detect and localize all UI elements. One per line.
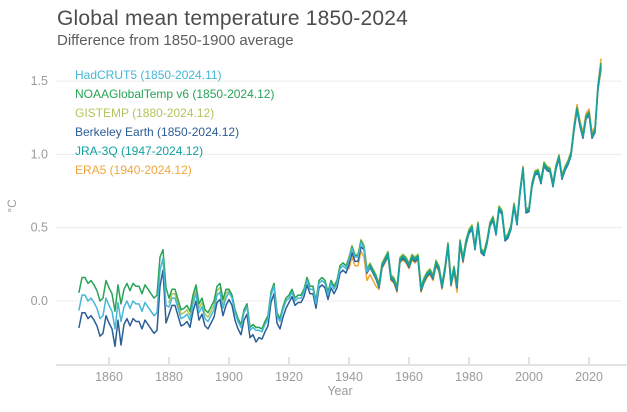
x-tick-label: 1920 <box>275 370 303 384</box>
y-tick-label: 1.5 <box>31 74 48 88</box>
x-tick-label: 1960 <box>395 370 423 384</box>
series-line-noaaglobaltemp-v6 <box>78 62 602 330</box>
x-tick-label: 1940 <box>335 370 363 384</box>
x-tick-label: 2020 <box>575 370 603 384</box>
legend-item-hadcrut5: HadCRUT5 (1850-2024.11) <box>75 68 222 82</box>
y-axis-label: °C <box>5 199 19 213</box>
y-tick-label: 1.0 <box>31 147 48 161</box>
x-tick-label: 2000 <box>515 370 543 384</box>
y-tick-label: 0.5 <box>31 221 48 235</box>
chart-subtitle: Difference from 1850-1900 average <box>57 32 294 49</box>
x-tick-label: 1980 <box>455 370 483 384</box>
legend-item-era5: ERA5 (1940-2024.12) <box>75 163 192 177</box>
legend-item-noaaglobaltemp: NOAAGlobalTemp v6 (1850-2024.12) <box>75 87 275 101</box>
x-axis-label: Year <box>327 384 353 398</box>
x-tick-label: 1880 <box>155 370 183 384</box>
y-tick-label: 0.0 <box>31 294 48 308</box>
legend-item-berkeley-earth: Berkeley Earth (1850-2024.12) <box>75 125 240 139</box>
x-tick-label: 1900 <box>215 370 243 384</box>
legend-item-gistemp: GISTEMP (1880-2024.12) <box>75 106 215 120</box>
chart-legend: HadCRUT5 (1850-2024.11) NOAAGlobalTemp v… <box>75 66 274 180</box>
chart-title: Global mean temperature 1850-2024 <box>57 7 408 30</box>
x-tick-label: 1860 <box>95 370 123 384</box>
legend-item-jra3q: JRA-3Q (1947-2024.12) <box>75 144 204 158</box>
series-line-jra-3q <box>369 65 602 291</box>
